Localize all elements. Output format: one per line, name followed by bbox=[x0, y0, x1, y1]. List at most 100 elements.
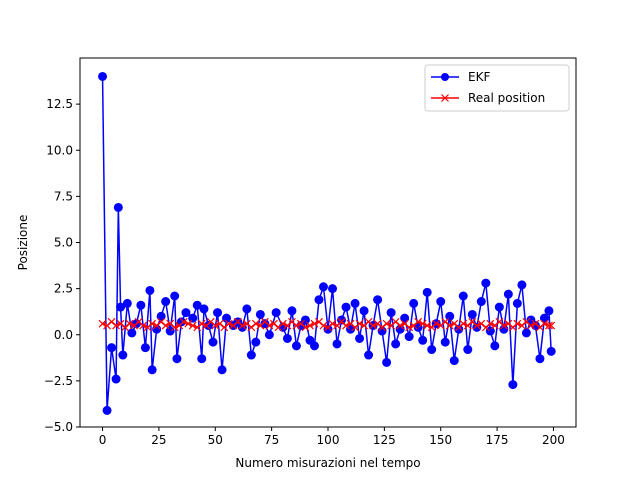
data-point-ekf bbox=[172, 354, 182, 364]
data-point-real-position bbox=[170, 323, 179, 332]
data-point-ekf bbox=[199, 304, 209, 314]
data-point-real-position bbox=[513, 319, 522, 328]
data-point-ekf bbox=[181, 308, 191, 318]
data-point-ekf bbox=[197, 354, 207, 364]
data-point-ekf bbox=[341, 302, 351, 312]
data-point-real-position bbox=[369, 321, 378, 330]
data-point-ekf bbox=[260, 319, 270, 329]
data-point-ekf bbox=[499, 324, 509, 334]
data-point-ekf bbox=[102, 405, 112, 415]
data-point-real-position bbox=[139, 321, 148, 330]
x-tick-label: 25 bbox=[151, 433, 166, 447]
data-point-ekf bbox=[440, 337, 450, 347]
data-point-ekf bbox=[350, 298, 360, 308]
data-point-ekf bbox=[391, 339, 401, 349]
data-point-ekf bbox=[282, 333, 292, 343]
y-tick-label: −2.5 bbox=[44, 374, 73, 388]
data-point-real-position bbox=[526, 321, 535, 330]
data-point-real-position bbox=[224, 319, 233, 328]
data-point-real-position bbox=[472, 321, 481, 330]
data-point-ekf bbox=[490, 341, 500, 351]
data-point-ekf bbox=[373, 295, 383, 305]
data-point-real-position bbox=[251, 319, 260, 328]
data-point-ekf bbox=[213, 308, 223, 318]
data-point-real-position bbox=[161, 321, 170, 330]
data-point-real-position bbox=[499, 321, 508, 330]
series-layer bbox=[98, 71, 556, 415]
data-point-real-position bbox=[328, 319, 337, 328]
y-axis-label: Posizione bbox=[16, 215, 30, 271]
data-point-ekf bbox=[145, 285, 155, 295]
data-point-real-position bbox=[112, 321, 120, 330]
data-point-ekf bbox=[481, 278, 491, 288]
x-tick-label: 75 bbox=[264, 433, 279, 447]
legend-label: Real position bbox=[468, 91, 545, 105]
data-point-ekf bbox=[251, 337, 261, 347]
data-point-ekf bbox=[246, 350, 256, 360]
series-real-position bbox=[98, 317, 556, 332]
x-tick-label: 175 bbox=[486, 433, 509, 447]
data-point-ekf bbox=[544, 306, 554, 316]
data-point-ekf bbox=[318, 282, 328, 292]
legend: EKF Real position bbox=[424, 64, 570, 112]
data-point-ekf bbox=[409, 298, 419, 308]
y-tick-label: 7.5 bbox=[54, 189, 73, 203]
data-point-ekf bbox=[271, 308, 281, 318]
data-point-ekf bbox=[116, 302, 126, 312]
data-point-real-position bbox=[414, 317, 423, 326]
data-point-ekf bbox=[255, 309, 265, 319]
data-point-real-position bbox=[418, 319, 427, 328]
data-point-ekf bbox=[136, 300, 146, 310]
data-point-real-position bbox=[306, 321, 314, 330]
data-point-real-position bbox=[319, 321, 328, 330]
data-point-ekf bbox=[111, 374, 121, 384]
data-point-ekf bbox=[161, 297, 171, 307]
data-point-ekf bbox=[192, 300, 202, 310]
y-tick-label: 2.5 bbox=[54, 282, 73, 296]
data-point-real-position bbox=[382, 319, 391, 328]
data-point-real-position bbox=[547, 321, 556, 330]
series-ekf bbox=[98, 71, 556, 415]
data-point-ekf bbox=[449, 356, 459, 366]
legend-label: EKF bbox=[468, 70, 490, 84]
data-point-ekf bbox=[463, 345, 473, 355]
data-point-real-position bbox=[405, 323, 414, 332]
data-point-real-position bbox=[179, 317, 188, 326]
x-tick-label: 150 bbox=[429, 433, 452, 447]
data-point-ekf bbox=[156, 311, 166, 321]
data-point-real-position bbox=[459, 319, 468, 328]
data-point-ekf bbox=[355, 333, 365, 343]
data-point-ekf bbox=[539, 313, 549, 323]
x-tick-label: 125 bbox=[373, 433, 396, 447]
data-point-ekf bbox=[454, 324, 464, 334]
y-tick-label: −5.0 bbox=[44, 420, 73, 434]
legend-marker bbox=[441, 94, 449, 102]
data-point-ekf bbox=[476, 297, 486, 307]
data-point-ekf bbox=[332, 339, 342, 349]
data-point-ekf bbox=[400, 313, 410, 323]
data-point-real-position bbox=[125, 319, 134, 328]
legend-entry-real-position: Real position bbox=[431, 91, 545, 105]
data-point-ekf bbox=[264, 330, 274, 340]
data-point-real-position bbox=[342, 321, 350, 330]
data-point-ekf bbox=[337, 315, 347, 325]
data-point-ekf bbox=[287, 306, 297, 316]
data-point-ekf bbox=[395, 324, 405, 334]
data-point-real-position bbox=[292, 321, 301, 330]
data-point-real-position bbox=[197, 319, 206, 328]
data-point-ekf bbox=[140, 343, 150, 353]
x-tick-label: 50 bbox=[208, 433, 223, 447]
data-point-ekf bbox=[188, 313, 198, 323]
data-point-ekf bbox=[359, 306, 369, 316]
data-point-real-position bbox=[211, 321, 220, 330]
legend-entry-ekf: EKF bbox=[431, 70, 490, 84]
data-point-ekf bbox=[118, 350, 128, 360]
data-point-ekf bbox=[113, 202, 123, 212]
data-point-ekf bbox=[418, 335, 428, 345]
data-point-ekf bbox=[404, 332, 414, 342]
data-point-ekf bbox=[152, 324, 162, 334]
data-point-ekf bbox=[521, 328, 531, 338]
data-point-ekf bbox=[309, 341, 319, 351]
data-point-ekf bbox=[328, 284, 338, 294]
data-point-real-position bbox=[265, 321, 274, 330]
